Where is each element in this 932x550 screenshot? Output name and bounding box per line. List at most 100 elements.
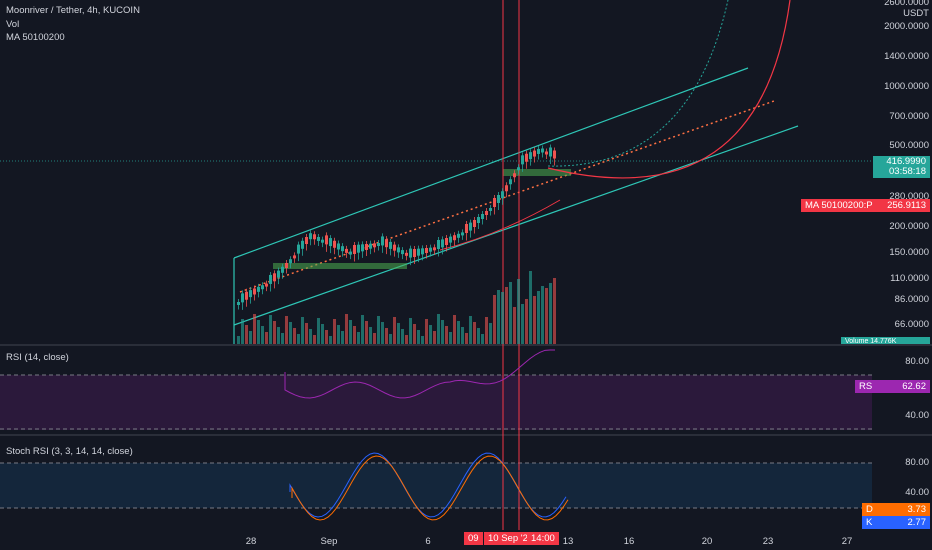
volume-bar [237, 336, 240, 344]
candle-body [401, 250, 404, 255]
volume-bar [337, 325, 340, 344]
candle-body [357, 244, 360, 253]
volume-bar [429, 325, 432, 344]
volume-bar [353, 326, 356, 344]
price-tick: 86.0000 [894, 294, 929, 305]
volume-bar [381, 322, 384, 344]
candle-body [281, 266, 284, 273]
volume-bar [437, 314, 440, 344]
resistance-zone [503, 169, 571, 176]
rsi-label-tag: RSI [855, 380, 879, 393]
pane-divider[interactable] [0, 434, 932, 436]
volume-bar [441, 320, 444, 344]
volume-bar [445, 326, 448, 344]
volume-bar [361, 315, 364, 344]
candle-body [513, 173, 516, 178]
volume-bar [289, 322, 292, 344]
candle-body [489, 208, 492, 211]
volume-legend[interactable]: Vol [6, 19, 20, 30]
candle-body [449, 236, 452, 243]
ma-plot-label: MA 50100200:Plot [801, 199, 887, 212]
volume-bar [297, 334, 300, 344]
candle-body [353, 245, 356, 254]
stoch-rsi-title[interactable]: Stoch RSI (3, 3, 14, 14, close) [6, 446, 133, 457]
price-tick: 700.0000 [889, 111, 929, 122]
crosshair-date-end: 14:00 [527, 532, 559, 545]
volume-bar [285, 316, 288, 344]
candle-body [269, 274, 272, 284]
volume-bar [501, 292, 504, 344]
candle-body [461, 232, 464, 236]
volume-bar [385, 328, 388, 344]
candle-body [393, 244, 396, 251]
volume-bar [257, 320, 260, 344]
volume-bar [273, 321, 276, 344]
volume-bar [449, 332, 452, 344]
volume-bar [485, 317, 488, 344]
candle-body [505, 185, 508, 192]
volume-bar [293, 328, 296, 344]
volume-bar [373, 333, 376, 344]
date-label: 23 [762, 536, 774, 547]
candle-body [545, 151, 548, 155]
volume-bar [537, 291, 540, 344]
volume-bar [401, 329, 404, 344]
volume-bar [253, 314, 256, 344]
candle-body [305, 237, 308, 244]
volume-bar [425, 319, 428, 344]
rsi-title[interactable]: RSI (14, close) [6, 352, 69, 363]
volume-bar [433, 331, 436, 344]
date-label: 27 [841, 536, 853, 547]
volume-bar [317, 318, 320, 344]
symbol-title[interactable]: Moonriver / Tether, 4h, KUCOIN [6, 5, 140, 16]
currency-label: USDT [903, 8, 929, 19]
volume-bar [549, 283, 552, 344]
volume-bar [489, 323, 492, 344]
volume-bar [529, 271, 532, 344]
stoch-rsi-pane[interactable] [0, 436, 872, 528]
candle-body [301, 240, 304, 249]
date-label: 20 [701, 536, 713, 547]
bar-countdown: 03:58:18 [889, 166, 926, 177]
candle-body [537, 148, 540, 154]
main-chart-pane[interactable] [0, 0, 872, 344]
candle-body [381, 236, 384, 246]
stoch-k-label: K [862, 516, 877, 529]
candle-body [549, 147, 552, 157]
volume-bar [545, 288, 548, 344]
volume-bar [533, 296, 536, 344]
volume-bar [333, 319, 336, 344]
pane-divider[interactable] [0, 344, 932, 346]
volume-bar [457, 321, 460, 344]
ma-legend[interactable]: MA 50100200 [6, 32, 65, 43]
candle-body [309, 233, 312, 240]
candle-body [405, 252, 408, 256]
price-tick: 280.0000 [889, 191, 929, 202]
date-label: 16 [623, 536, 635, 547]
channel-upper-line [233, 67, 749, 259]
candle-body [453, 235, 456, 241]
price-tick: 66.0000 [894, 319, 929, 330]
ma-line [439, 199, 561, 251]
stoch-band [0, 463, 872, 508]
volume-bar [269, 315, 272, 344]
candle-body [313, 234, 316, 240]
candle-body [285, 263, 288, 268]
candle-body [349, 251, 352, 255]
volume-bar [365, 321, 368, 344]
candle-body [421, 248, 424, 255]
rsi-tick: 80.00 [905, 356, 929, 367]
candle-body [553, 150, 556, 159]
date-label: 13 [562, 536, 574, 547]
candle-body [429, 247, 432, 252]
candle-body [317, 236, 320, 241]
volume-bar [241, 319, 244, 344]
volume-bar [481, 334, 484, 344]
price-tick: 150.0000 [889, 247, 929, 258]
volume-bar [301, 317, 304, 344]
candle-body [253, 288, 256, 295]
volume-bar [541, 286, 544, 344]
rsi-pane[interactable] [0, 346, 872, 434]
volume-bar [421, 336, 424, 344]
